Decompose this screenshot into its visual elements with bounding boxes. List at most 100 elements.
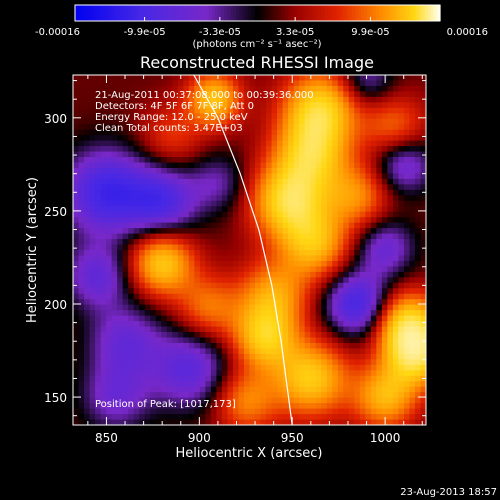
heatmap-cell xyxy=(205,260,212,267)
heatmap-cell xyxy=(155,206,162,213)
heatmap-cell xyxy=(370,75,377,81)
heatmap-cell xyxy=(227,200,234,207)
heatmap-cell xyxy=(150,135,157,142)
heatmap-cell xyxy=(177,299,184,306)
heatmap-cell xyxy=(183,310,190,317)
heatmap-cell xyxy=(420,113,427,120)
heatmap-cell xyxy=(409,293,416,300)
heatmap-cell xyxy=(95,75,102,81)
heatmap-cell xyxy=(161,91,168,98)
colorbar-cell xyxy=(169,5,173,21)
heatmap-cell xyxy=(392,184,399,191)
heatmap-cell xyxy=(243,75,250,81)
heatmap-cell xyxy=(414,260,421,267)
heatmap-cell xyxy=(84,75,91,81)
heatmap-cell xyxy=(282,403,289,410)
heatmap-cell xyxy=(243,129,250,136)
heatmap-cell xyxy=(73,370,80,377)
heatmap-cell xyxy=(381,124,388,131)
heatmap-cell xyxy=(321,129,328,136)
heatmap-cell xyxy=(150,96,157,103)
heatmap-cell xyxy=(299,250,306,256)
heatmap-cell xyxy=(387,233,394,240)
heatmap-cell xyxy=(315,414,322,421)
heatmap-cell xyxy=(365,315,372,322)
heatmap-cell xyxy=(155,282,162,289)
heatmap-cell xyxy=(188,288,195,295)
heatmap-cell xyxy=(365,348,372,355)
heatmap-cell xyxy=(266,211,273,218)
heatmap-cell xyxy=(354,326,361,333)
heatmap-cell xyxy=(370,91,377,98)
heatmap-cell xyxy=(238,233,245,240)
heatmap-cell xyxy=(387,386,394,393)
heatmap-cell xyxy=(321,255,328,262)
heatmap-cell xyxy=(122,315,129,322)
heatmap-cell xyxy=(315,75,322,81)
heatmap-cell xyxy=(183,135,190,142)
heatmap-cell xyxy=(299,135,306,142)
heatmap-cell xyxy=(365,266,372,273)
heatmap-cell xyxy=(403,326,410,333)
heatmap-cell xyxy=(221,85,228,92)
heatmap-cell xyxy=(238,157,245,163)
heatmap-cell xyxy=(122,353,129,360)
heatmap-cell xyxy=(144,96,151,103)
heatmap-cell xyxy=(111,239,118,246)
heatmap-cell xyxy=(310,271,317,278)
heatmap-cell xyxy=(354,151,361,158)
heatmap-cell xyxy=(370,102,377,109)
heatmap-cell xyxy=(409,353,416,360)
heatmap-cell xyxy=(73,124,80,131)
heatmap-cell xyxy=(139,85,146,92)
heatmap-cell xyxy=(100,222,107,229)
heatmap-cell xyxy=(398,342,405,349)
heatmap-cell xyxy=(370,244,377,251)
heatmap-cell xyxy=(414,178,421,185)
heatmap-cell xyxy=(288,326,295,333)
heatmap-cell xyxy=(150,321,157,328)
heatmap-cell xyxy=(166,293,173,300)
annotation-line: Clean Total counts: 3.47E+03 xyxy=(95,123,243,134)
colorbar-gradient xyxy=(75,5,441,21)
heatmap-cell xyxy=(194,250,201,256)
heatmap-cell xyxy=(221,266,228,273)
heatmap-cell xyxy=(150,348,157,355)
heatmap-cell xyxy=(155,151,162,158)
heatmap-cell xyxy=(409,113,416,120)
heatmap-cell xyxy=(243,375,250,382)
heatmap-cell xyxy=(337,222,344,229)
heatmap-cell xyxy=(227,167,234,174)
heatmap-cell xyxy=(359,260,366,267)
heatmap-cell xyxy=(277,288,284,295)
heatmap-cell xyxy=(420,310,427,317)
heatmap-cell xyxy=(387,140,394,147)
heatmap-cell xyxy=(144,414,151,421)
heatmap-cell xyxy=(271,381,278,388)
heatmap-cell xyxy=(106,397,113,404)
heatmap-cell xyxy=(414,184,421,191)
heatmap-cell xyxy=(348,217,355,224)
heatmap-cell xyxy=(414,107,421,114)
heatmap-cell xyxy=(150,386,157,393)
heatmap-cell xyxy=(403,211,410,218)
heatmap-cell xyxy=(337,233,344,240)
heatmap-cell xyxy=(166,299,173,306)
heatmap-cell xyxy=(277,217,284,224)
heatmap-cell xyxy=(183,85,190,92)
heatmap-cell xyxy=(348,162,355,169)
heatmap-cell xyxy=(188,370,195,377)
colorbar-cell xyxy=(163,5,167,21)
heatmap-cell xyxy=(282,364,289,371)
heatmap-cell xyxy=(315,80,322,87)
heatmap-cell xyxy=(420,239,427,246)
heatmap-cell xyxy=(282,113,289,120)
heatmap-cell xyxy=(78,299,85,306)
heatmap-cell xyxy=(243,239,250,246)
heatmap-cell xyxy=(271,310,278,317)
heatmap-cell xyxy=(144,118,151,125)
heatmap-cell xyxy=(172,222,179,229)
heatmap-cell xyxy=(150,200,157,207)
heatmap-cell xyxy=(293,414,300,421)
heatmap-cell xyxy=(271,244,278,251)
